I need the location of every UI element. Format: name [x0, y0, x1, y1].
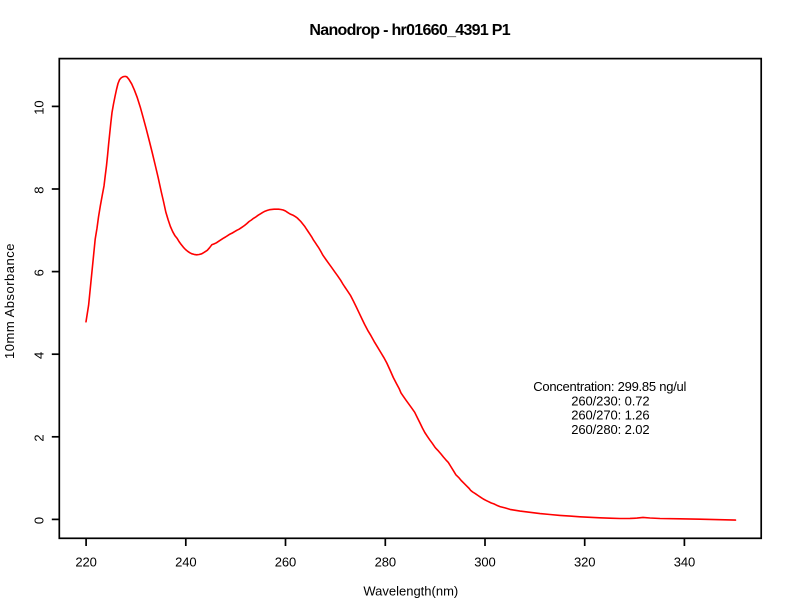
svg-text:0: 0 — [32, 517, 47, 524]
svg-text:260: 260 — [275, 554, 296, 569]
svg-text:6: 6 — [32, 269, 47, 276]
svg-text:10mm Absorbance: 10mm Absorbance — [2, 243, 17, 359]
svg-text:220: 220 — [75, 554, 96, 569]
svg-text:4: 4 — [32, 352, 47, 359]
svg-text:8: 8 — [32, 187, 47, 194]
svg-text:320: 320 — [574, 554, 595, 569]
svg-text:240: 240 — [175, 554, 196, 569]
svg-text:260/270: 1.26: 260/270: 1.26 — [571, 407, 649, 422]
svg-text:280: 280 — [375, 554, 396, 569]
svg-text:Concentration: 299.85 ng/ul: Concentration: 299.85 ng/ul — [533, 379, 686, 394]
svg-text:Wavelength(nm): Wavelength(nm) — [363, 583, 458, 598]
svg-text:300: 300 — [474, 554, 495, 569]
svg-text:Nanodrop - hr01660_4391 P1: Nanodrop - hr01660_4391 P1 — [309, 22, 510, 39]
svg-text:2: 2 — [32, 434, 47, 441]
svg-text:10: 10 — [32, 100, 47, 114]
svg-text:340: 340 — [674, 554, 695, 569]
svg-text:260/230: 0.72: 260/230: 0.72 — [571, 393, 649, 408]
svg-text:260/280: 2.02: 260/280: 2.02 — [571, 422, 649, 437]
